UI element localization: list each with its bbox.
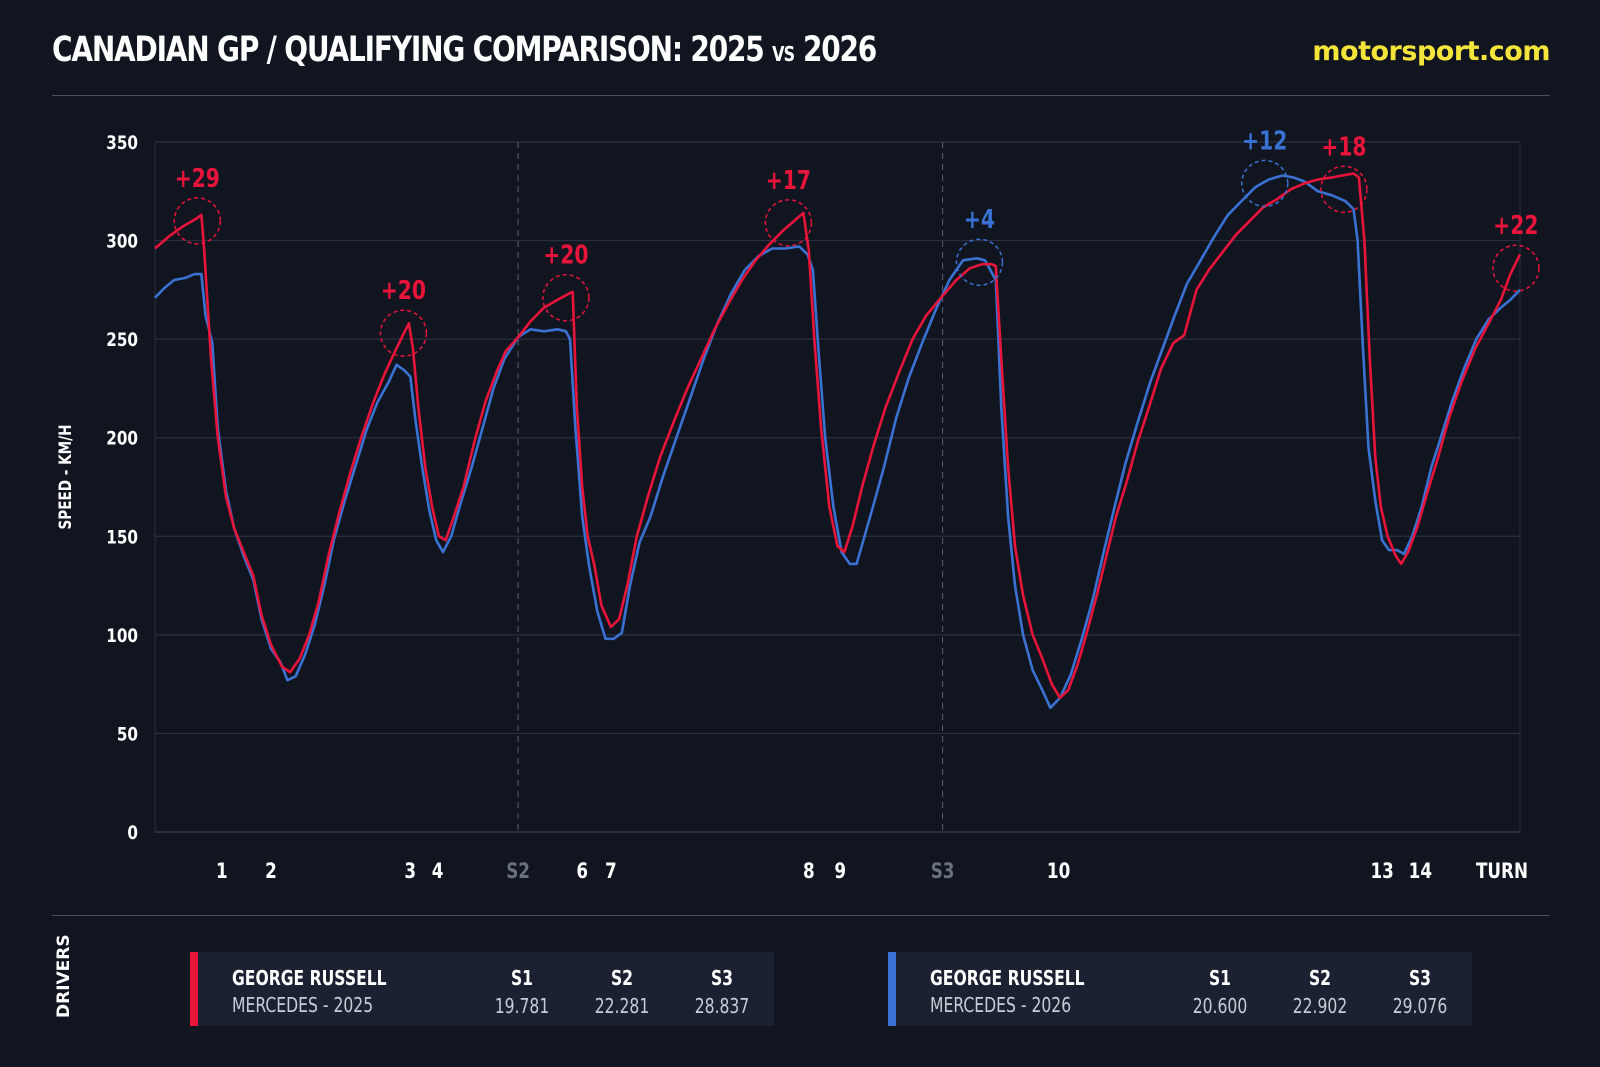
sector-1: S1 20.600 [1192, 966, 1248, 1018]
delta-circle [1320, 165, 1368, 214]
delta-circle [1492, 244, 1540, 292]
driver-team: MERCEDES - 2026 [930, 993, 1072, 1017]
turn-label: 6 [576, 859, 588, 883]
sector-label: S2 [506, 859, 530, 883]
header: CANADIAN GP / QUALIFYING COMPARISON: 202… [52, 26, 1550, 96]
delta-label: +22 [1493, 211, 1538, 241]
delta-label: +17 [766, 165, 811, 195]
driver-name: GEORGE RUSSELL [930, 966, 1085, 990]
turn-label: 2 [265, 859, 277, 883]
turn-label: 3 [404, 859, 416, 883]
driver-name: GEORGE RUSSELL [232, 966, 387, 990]
turn-label: 13 [1370, 859, 1393, 883]
delta-label: +4 [964, 205, 995, 235]
color-stripe [888, 952, 896, 1026]
sector-label: S3 [931, 859, 955, 883]
speed-comparison-chart: 0 50 100 150 200 250 300 350 SPEED - KM/H 1 2 3 4 S2 6… [56, 126, 1540, 884]
footer-divider [52, 915, 1550, 916]
delta-circle [764, 199, 813, 247]
turn-label: 8 [803, 859, 815, 883]
y-tick-label: 300 [106, 231, 138, 253]
driver-card-2026: GEORGE RUSSELL MERCEDES - 2026 S1 20.600 … [888, 952, 1472, 1026]
turn-label: 4 [432, 859, 444, 883]
driver-team: MERCEDES - 2025 [232, 993, 374, 1017]
y-tick-label: 150 [106, 527, 138, 549]
x-axis-label: TURN [1476, 859, 1528, 883]
color-stripe [190, 952, 198, 1026]
brand-logo[interactable]: motorsport.com [1312, 36, 1550, 67]
y-tick-label: 350 [106, 132, 138, 154]
delta-label: +18 [1321, 132, 1366, 162]
delta-circle [173, 197, 222, 245]
turn-label: 14 [1409, 859, 1432, 883]
header-divider [52, 95, 1550, 96]
delta-circle [542, 273, 590, 322]
series-line [154, 172, 1522, 700]
turn-label: 1 [216, 859, 228, 883]
sector-3: S3 28.837 [694, 966, 750, 1018]
delta-label: +20 [543, 240, 588, 270]
chart-title: CANADIAN GP / QUALIFYING COMPARISON: 202… [52, 30, 877, 70]
y-tick-label: 50 [117, 724, 138, 746]
delta-label: +12 [1242, 126, 1287, 156]
turn-label: 10 [1047, 859, 1070, 883]
sector-2: S2 22.902 [1292, 966, 1348, 1018]
turn-label: 7 [605, 859, 617, 883]
drivers-label: DRIVERS [54, 934, 74, 1018]
sector-2: S2 22.281 [594, 966, 650, 1018]
y-tick-label: 0 [127, 822, 138, 844]
delta-circle [1240, 159, 1289, 208]
y-tick-label: 100 [106, 625, 138, 647]
delta-label: +20 [381, 276, 426, 306]
sector-1: S1 19.781 [494, 966, 550, 1018]
delta-label: +29 [175, 163, 220, 193]
series-line [154, 174, 1521, 710]
delta-circle [379, 309, 428, 357]
delta-circle [955, 238, 1004, 287]
y-axis-label: SPEED - KM/H [56, 424, 76, 529]
y-tick-label: 200 [106, 428, 138, 450]
sector-3: S3 29.076 [1392, 966, 1448, 1018]
turn-label: 9 [834, 859, 846, 883]
y-tick-label: 250 [106, 330, 138, 352]
driver-card-2025: GEORGE RUSSELL MERCEDES - 2025 S1 19.781 … [190, 952, 774, 1026]
plot-frame [154, 141, 1521, 833]
